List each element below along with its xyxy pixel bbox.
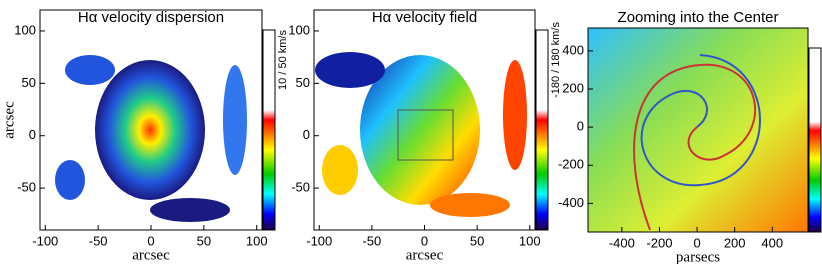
panel-title: Hα velocity dispersion xyxy=(78,9,224,26)
plot-frame xyxy=(587,27,809,233)
x-tick-label: -400 xyxy=(609,235,635,250)
y-tick-label: -200 xyxy=(558,157,584,172)
y-tick-label: 0 xyxy=(303,127,310,142)
y-tick-label: 100 xyxy=(288,22,310,37)
panel-title: Hα velocity field xyxy=(372,9,477,26)
y-tick-label: 200 xyxy=(562,80,584,95)
colorbar xyxy=(535,29,549,231)
y-tick-label: 100 xyxy=(14,22,36,37)
y-tick-label: 50 xyxy=(296,75,310,90)
x-tick-label: -200 xyxy=(646,235,672,250)
y-tick-label: 0 xyxy=(29,127,36,142)
y-tick-label: -50 xyxy=(291,180,310,195)
panel-1-image xyxy=(55,55,247,222)
colorbar-label: -180 / 180 km/s xyxy=(550,22,562,98)
x-tick-label: 0 xyxy=(147,233,154,248)
x-tick-label: 100 xyxy=(519,233,541,248)
y-tick-label: 0 xyxy=(577,119,584,134)
x-tick-label: 400 xyxy=(761,235,783,250)
y-tick-label: 50 xyxy=(22,75,36,90)
x-tick-label: -100 xyxy=(32,233,58,248)
x-tick-label: 50 xyxy=(470,233,484,248)
y-axis-label: arcsec xyxy=(1,101,17,139)
colorbar xyxy=(262,29,276,231)
y-tick-label: -400 xyxy=(558,195,584,210)
x-tick-label: 50 xyxy=(197,233,211,248)
x-tick-label: 100 xyxy=(246,233,268,248)
x-tick-label: 200 xyxy=(724,235,746,250)
x-axis-label: arcsec xyxy=(132,247,170,263)
x-axis-label: parsecs xyxy=(676,249,720,264)
panel-title: Zooming into the Center xyxy=(618,9,779,26)
colorbar xyxy=(808,47,822,233)
x-tick-label: -50 xyxy=(362,233,381,248)
x-tick-label: -50 xyxy=(89,233,108,248)
x-tick-label: -100 xyxy=(306,233,332,248)
y-tick-label: 400 xyxy=(562,42,584,57)
colorbar-label: 10 / 50 km/s xyxy=(277,30,289,90)
x-axis-label: arcsec xyxy=(406,247,444,263)
panel-3-image xyxy=(588,28,808,232)
x-tick-label: 0 xyxy=(421,233,428,248)
x-tick-label: 0 xyxy=(693,235,700,250)
y-tick-label: -50 xyxy=(17,180,36,195)
panel-2-image xyxy=(315,52,527,217)
